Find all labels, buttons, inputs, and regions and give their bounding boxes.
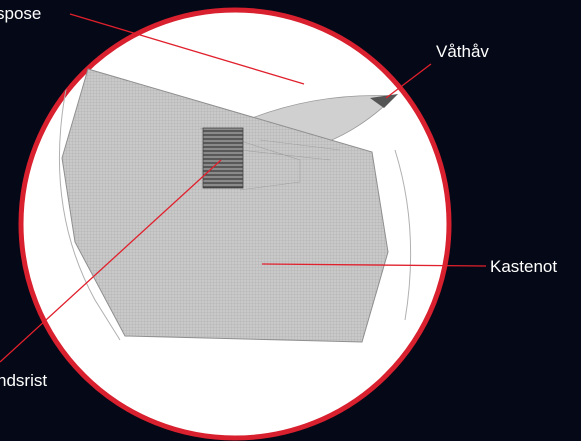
net-outline-left (58, 69, 121, 341)
label-sorting-grid: ndsrist (0, 371, 48, 390)
label-kastenot: Kastenot (490, 257, 558, 276)
leader-line-right (261, 263, 487, 267)
seine-net (61, 68, 389, 343)
codend-tip (370, 94, 398, 108)
leader-line-bottom-left (0, 159, 222, 363)
label-vathav: Våthåv (436, 42, 489, 61)
net-outline-right (394, 149, 412, 321)
label-spose: spose (0, 4, 42, 23)
leader-line-top-right (385, 63, 432, 99)
net-inner-lines (199, 127, 341, 191)
sorting-grid (202, 127, 244, 189)
leader-line-top-left (69, 13, 305, 85)
